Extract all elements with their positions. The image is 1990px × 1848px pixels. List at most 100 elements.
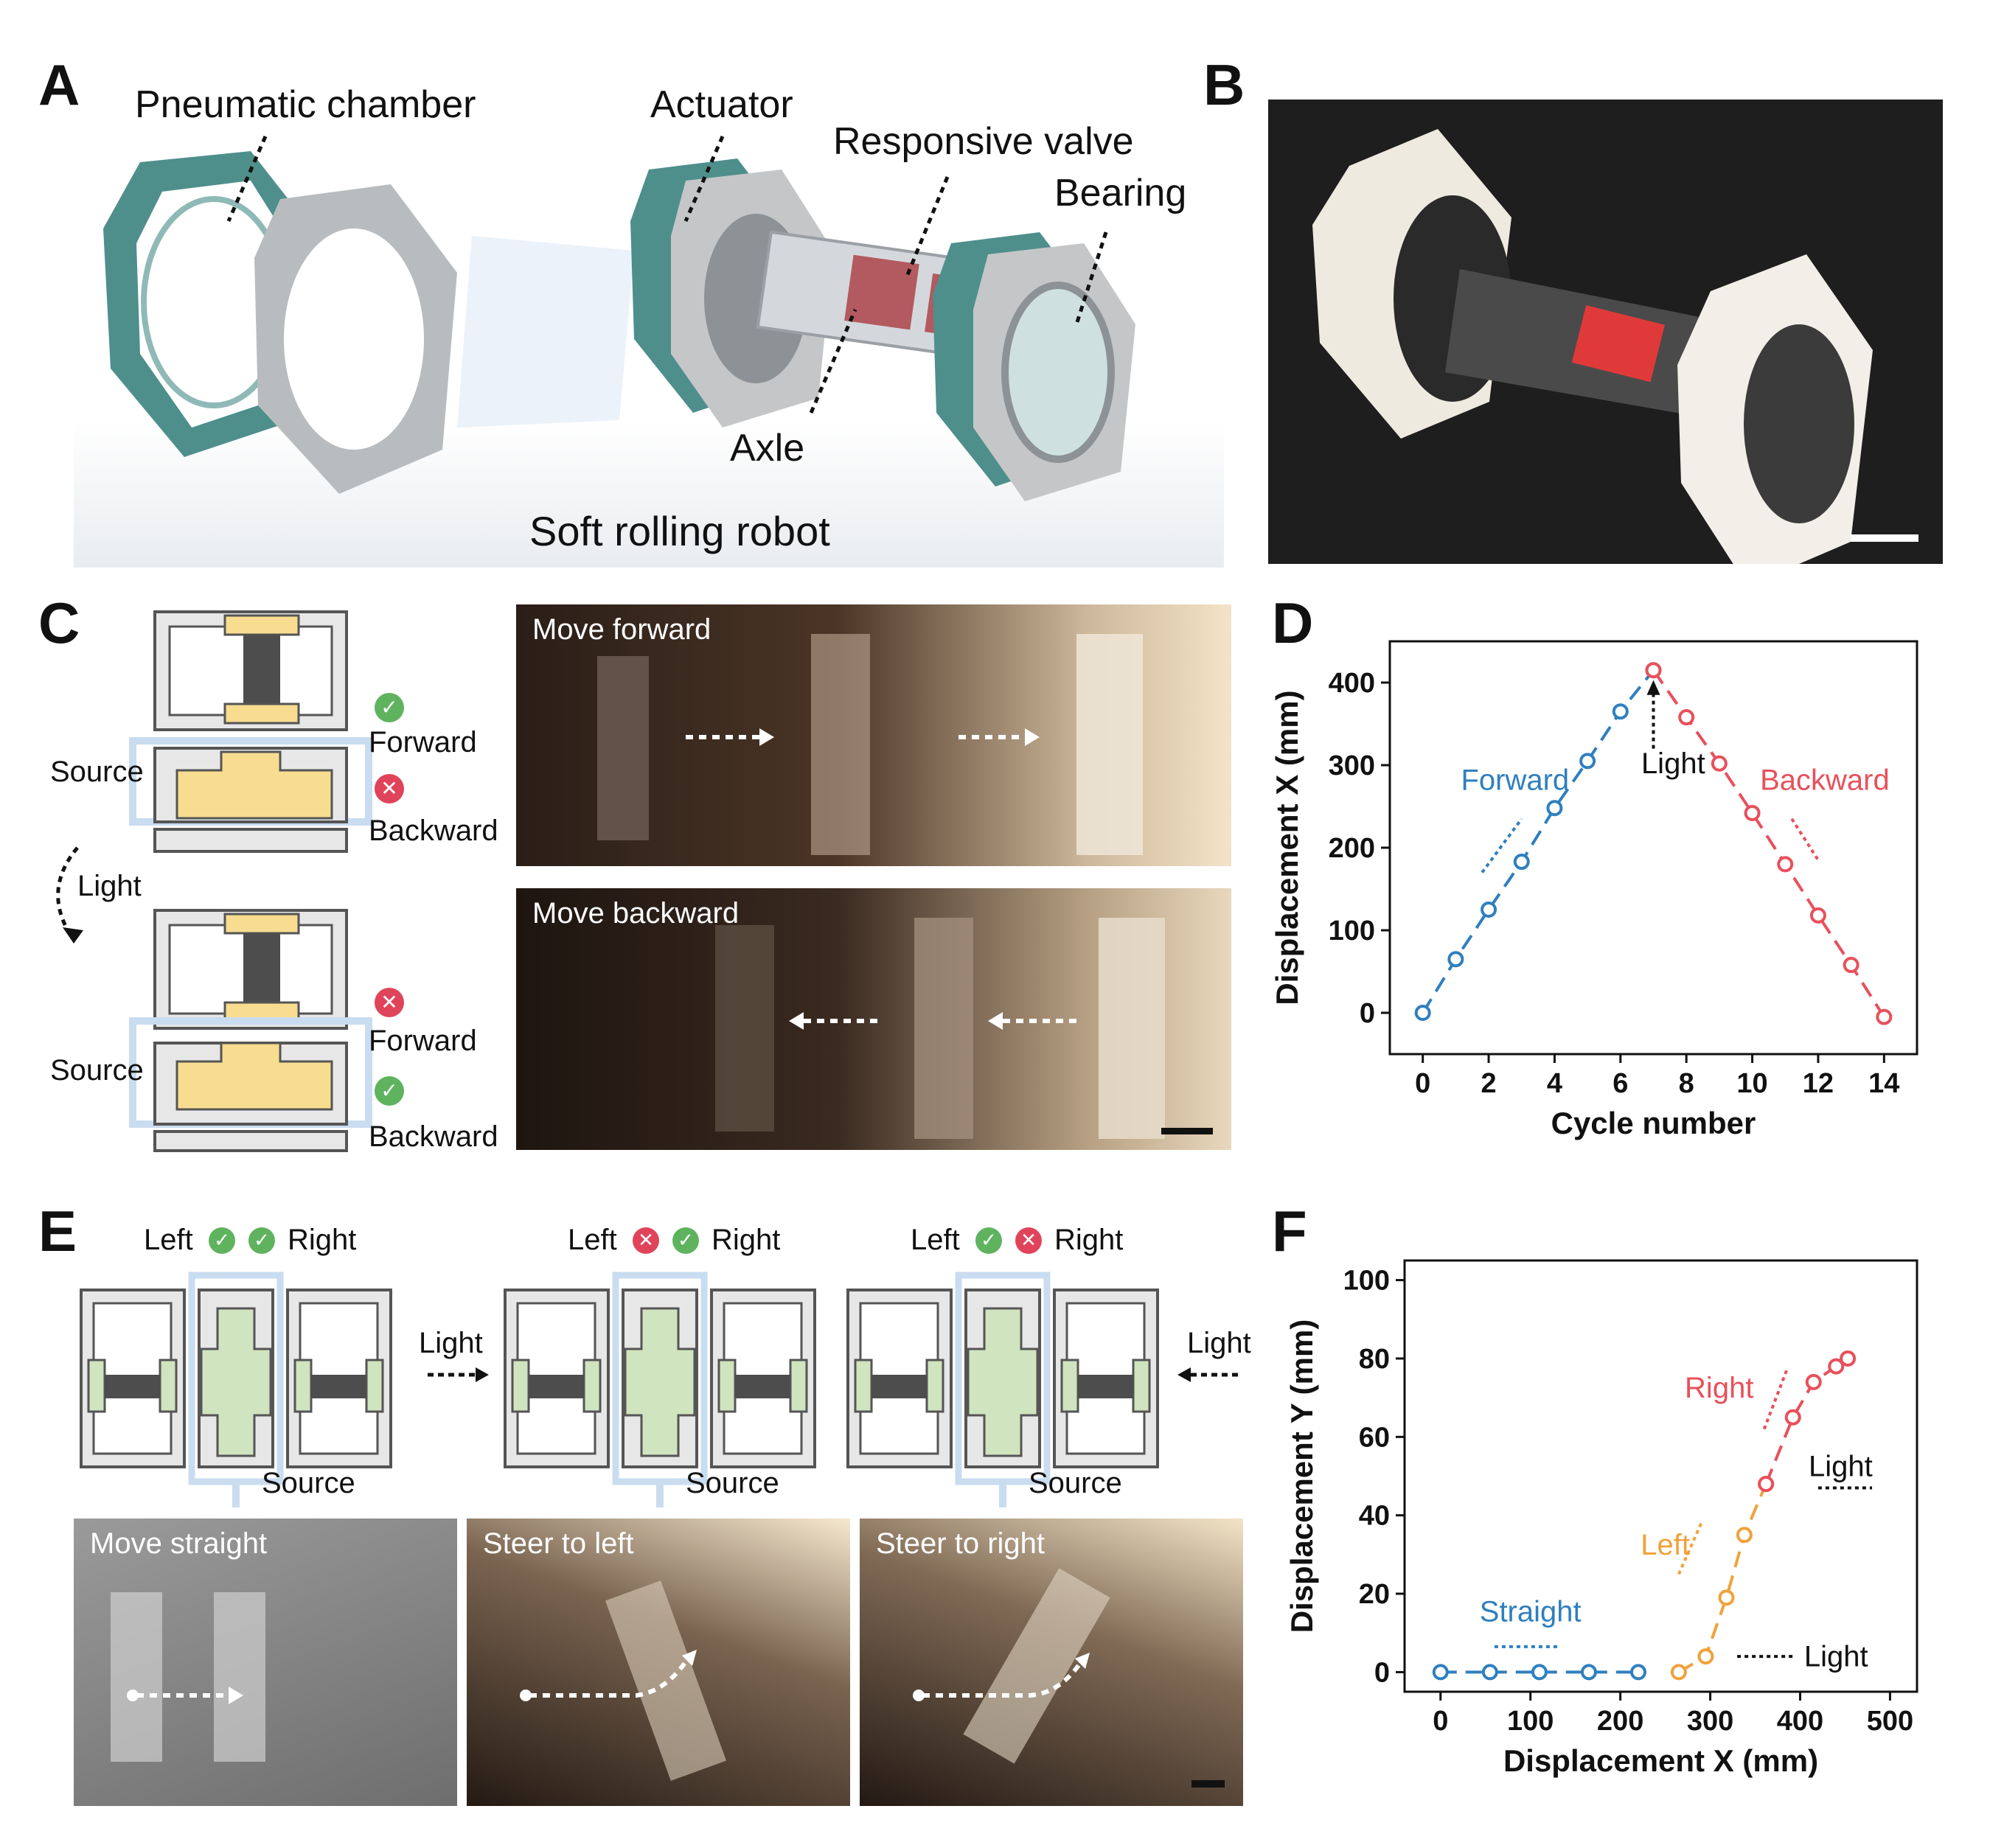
annotation-light: Light [1641, 747, 1705, 780]
data-point [1546, 800, 1563, 817]
e-schematic-3 [846, 1272, 1159, 1507]
data-point [1481, 902, 1497, 918]
data-point [1447, 951, 1464, 968]
y-tick-label: 300 [1329, 750, 1375, 781]
e-source-label: Source [262, 1467, 355, 1499]
e-right-label: Right [1054, 1224, 1124, 1256]
data-point [1630, 1664, 1647, 1681]
x-tick-label: 10 [1736, 1068, 1767, 1099]
y-tick-label: 0 [1374, 1657, 1390, 1688]
x-tick-label: 100 [1507, 1706, 1554, 1737]
data-point [1843, 957, 1859, 974]
annotation-light-top: Light [1809, 1451, 1873, 1483]
e-photo-steer-left-title: Steer to left [483, 1527, 634, 1560]
x-tick-label: 12 [1803, 1068, 1834, 1099]
c-top-cross-icon: ✕ [375, 774, 404, 803]
data-point [1432, 1664, 1449, 1681]
e-photo-steer-right: Steer to right [860, 1519, 1243, 1806]
chart-f: 0 100 200 300 400 500 0 20 40 60 80 100 Displacement… [1284, 1259, 1918, 1778]
e-right-check-icon: ✓ [672, 1227, 699, 1254]
panel-a-rendering [74, 136, 1224, 568]
c-top-source: Source [50, 756, 144, 788]
panel-e-label: E [38, 1199, 77, 1263]
e-light-right-label: Light [1187, 1327, 1251, 1359]
e-schematic-2 [504, 1272, 816, 1507]
c-bottom-backward: Backward [369, 1120, 498, 1153]
c-photo-backward: Move backward [516, 888, 1231, 1150]
c-photo-backward-title: Move backward [532, 897, 740, 930]
e-schematic-1 [80, 1272, 392, 1507]
panel-d-label: D [1272, 590, 1314, 655]
c-bottom-cross-icon: ✕ [375, 988, 404, 1017]
data-point [1513, 854, 1530, 871]
responsive-valve-shape [844, 254, 919, 330]
e-left-label: Left [568, 1224, 617, 1256]
y-tick-label: 400 [1329, 668, 1375, 699]
data-point [1784, 1409, 1801, 1426]
y-tick-label: 20 [1359, 1579, 1390, 1610]
annotation-straight: Straight [1480, 1595, 1582, 1628]
c-photo-forward-title: Move forward [532, 613, 712, 646]
left-arrow [1677, 1522, 1703, 1575]
e-source-label: Source [686, 1467, 779, 1499]
panel-c-label: C [38, 590, 80, 655]
robot-right-wheel [933, 232, 1135, 501]
label-responsive-valve: Responsive valve [833, 120, 1134, 163]
c-light-label: Light [77, 870, 142, 902]
e-photo-straight: Move straight [74, 1519, 457, 1806]
x-tick-label: 0 [1415, 1068, 1430, 1099]
e-diagram-3: Left Right Source ✓ ✕ [844, 1224, 1213, 1507]
y-tick-label: 200 [1329, 833, 1375, 864]
plot-frame [1403, 1259, 1918, 1693]
panel-b-label: B [1203, 52, 1245, 117]
e-source-label: Source [1029, 1467, 1122, 1499]
c-scale-bar [1161, 1128, 1213, 1134]
robot-left-wheel [630, 158, 833, 428]
right-arrow [1762, 1370, 1789, 1430]
x-axis-label: Cycle number [1551, 1106, 1756, 1140]
light-arrowhead [1646, 680, 1660, 695]
x-axis-label: Displacement X (mm) [1503, 1743, 1818, 1778]
x-tick-label: 6 [1612, 1068, 1628, 1099]
label-axle: Axle [730, 427, 805, 470]
x-tick-label: 300 [1687, 1706, 1733, 1737]
y-axis-label: Displacement Y (mm) [1284, 1319, 1319, 1633]
zoom-cone [457, 236, 634, 428]
data-point [1612, 703, 1629, 720]
x-tick-label: 400 [1777, 1706, 1823, 1737]
e-light-right-arrow-icon [428, 1367, 489, 1382]
data-point [1736, 1527, 1753, 1544]
data-point [1711, 755, 1728, 772]
e-light-left-arrow-icon [1177, 1367, 1242, 1382]
data-point [1670, 1664, 1687, 1681]
y-axis-label: Displacement X (mm) [1270, 690, 1304, 1005]
c-photo-forward: Move forward [516, 604, 1231, 866]
c-bottom-forward: Forward [369, 1025, 477, 1057]
annotation-light-bottom: Light [1804, 1640, 1868, 1673]
data-point [1579, 753, 1596, 770]
panel-f-label: F [1272, 1199, 1307, 1263]
data-point [1777, 856, 1794, 873]
data-point [1645, 662, 1662, 679]
e-left-cross-icon: ✕ [633, 1227, 659, 1254]
data-point [1809, 907, 1826, 924]
label-bearing: Bearing [1054, 172, 1187, 215]
e-diagram-2: Left Right Source ✕ ✓ [501, 1224, 870, 1507]
scale-bar [1851, 534, 1918, 542]
e-light-left-label: Light [419, 1327, 483, 1359]
data-point [1758, 1476, 1775, 1493]
e-photo-straight-title: Move straight [90, 1527, 268, 1560]
data-point [1697, 1648, 1714, 1665]
y-tick-label: 100 [1343, 1266, 1390, 1297]
data-point [1481, 1664, 1498, 1681]
series-line-2 [1652, 669, 1886, 1018]
series-line-2 [1677, 1483, 1767, 1674]
c-bottom-check-icon: ✓ [375, 1076, 404, 1106]
data-point [1580, 1664, 1597, 1681]
annotation-forward: Forward [1461, 764, 1569, 797]
c-schematic-bottom [129, 909, 372, 1152]
e-diagram-1: Left Right Source ✓ ✓ [77, 1224, 446, 1507]
x-tick-label: 0 [1433, 1706, 1448, 1737]
y-tick-label: 80 [1359, 1344, 1390, 1375]
panel-a-label: A [38, 52, 80, 117]
